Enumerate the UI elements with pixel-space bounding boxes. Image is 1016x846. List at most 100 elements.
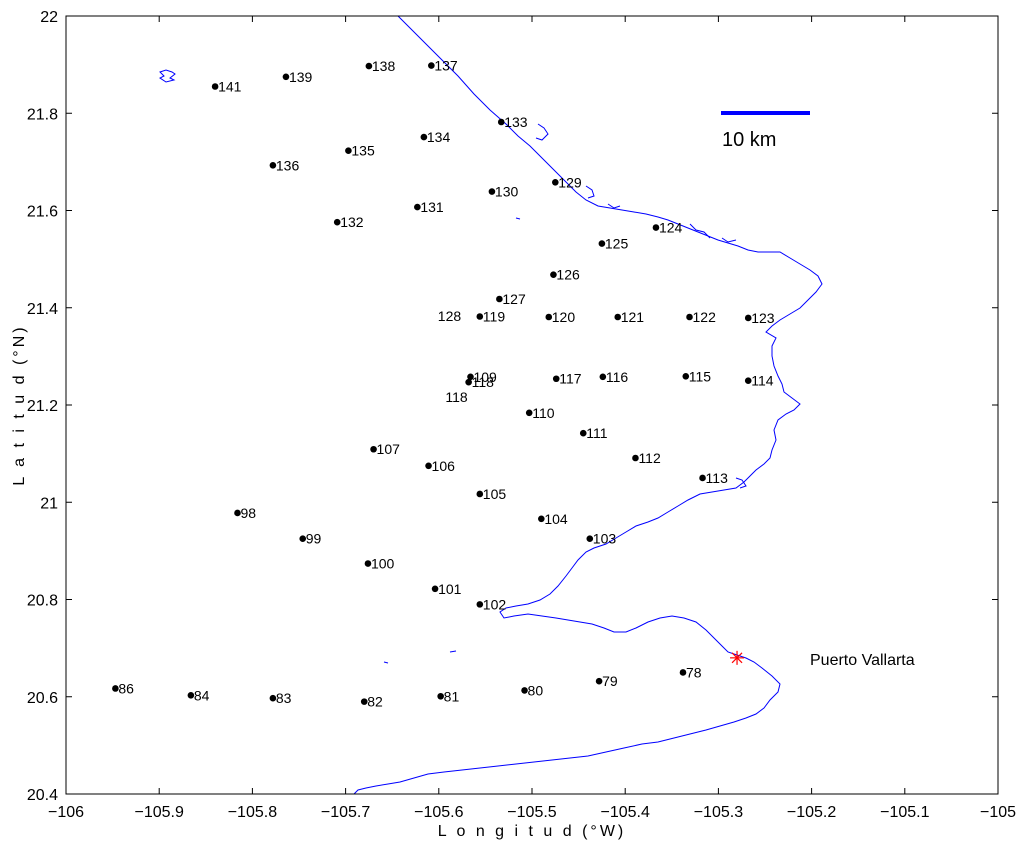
station-label: 107 bbox=[377, 441, 401, 457]
station-dot bbox=[550, 271, 557, 278]
y-tick-label: 21.4 bbox=[27, 301, 58, 318]
station-106: 106 bbox=[425, 458, 455, 474]
station-dot bbox=[614, 313, 622, 321]
station-label: 125 bbox=[605, 236, 629, 252]
station-131: 131 bbox=[414, 199, 444, 215]
station-label-offset-128: 128 bbox=[438, 308, 462, 324]
station-109: 109 bbox=[467, 369, 497, 385]
station-139: 139 bbox=[282, 69, 313, 85]
station-133: 133 bbox=[497, 114, 528, 130]
station-79: 79 bbox=[595, 673, 618, 689]
station-label: 114 bbox=[751, 373, 774, 389]
station-117: 117 bbox=[552, 371, 582, 387]
station-label: 120 bbox=[552, 309, 576, 325]
station-label: 122 bbox=[693, 309, 717, 325]
station-label: 123 bbox=[751, 310, 775, 326]
station-104: 104 bbox=[538, 511, 568, 527]
station-dot bbox=[299, 535, 307, 543]
x-tick-label: −106 bbox=[48, 804, 84, 821]
station-119: 119 bbox=[476, 309, 506, 325]
station-dot bbox=[365, 62, 373, 70]
station-dot bbox=[414, 203, 421, 211]
station-118: 118 bbox=[465, 374, 494, 390]
station-label: 109 bbox=[473, 369, 497, 385]
station-99: 99 bbox=[299, 531, 322, 547]
x-axis-label: L o n g i t u d (°W) bbox=[438, 823, 627, 840]
station-126: 126 bbox=[550, 267, 580, 283]
station-label: 101 bbox=[438, 581, 462, 597]
station-label: 133 bbox=[504, 114, 528, 130]
x-tick-label: −105.2 bbox=[787, 804, 836, 821]
station-label: 102 bbox=[483, 596, 507, 612]
y-tick-label: 22 bbox=[40, 9, 58, 26]
station-110: 110 bbox=[525, 405, 555, 421]
station-label: 131 bbox=[420, 199, 444, 215]
station-label: 83 bbox=[276, 690, 292, 706]
station-dot bbox=[679, 669, 687, 676]
station-107: 107 bbox=[370, 441, 400, 457]
station-label: 134 bbox=[427, 129, 451, 145]
station-116: 116 bbox=[599, 369, 628, 385]
station-dot bbox=[552, 375, 560, 383]
station-112: 112 bbox=[632, 450, 661, 466]
estuary-detail-4 bbox=[689, 223, 711, 239]
y-tick-label: 21 bbox=[40, 495, 58, 512]
station-label: 110 bbox=[532, 405, 555, 421]
station-label: 105 bbox=[483, 486, 507, 502]
station-dot bbox=[187, 691, 195, 699]
x-tick-label: −105.9 bbox=[135, 804, 184, 821]
station-label-offset-118: 118 bbox=[445, 389, 468, 405]
city-star-icon bbox=[730, 650, 745, 665]
station-label: 130 bbox=[495, 184, 519, 200]
x-tick-label: −105.6 bbox=[414, 804, 463, 821]
y-tick-label: 21.8 bbox=[27, 106, 58, 123]
y-tick-label: 20.4 bbox=[27, 787, 58, 804]
estuary-detail-5 bbox=[721, 237, 737, 243]
station-dot bbox=[521, 687, 528, 694]
station-135: 135 bbox=[345, 143, 375, 159]
estuary-detail-1 bbox=[535, 123, 549, 141]
station-dot bbox=[699, 474, 706, 482]
station-label: 98 bbox=[240, 505, 256, 521]
station-label: 119 bbox=[483, 309, 506, 325]
y-tick-label: 20.8 bbox=[27, 593, 58, 610]
station-label: 138 bbox=[372, 58, 396, 74]
y-tick-label: 21.2 bbox=[27, 398, 58, 415]
station-78: 78 bbox=[679, 664, 702, 680]
station-label: 137 bbox=[434, 58, 458, 74]
station-label: 118 bbox=[472, 374, 495, 390]
station-83: 83 bbox=[269, 690, 292, 706]
station-dot bbox=[437, 692, 444, 700]
station-124: 124 bbox=[652, 220, 683, 236]
station-134: 134 bbox=[420, 129, 451, 145]
station-82: 82 bbox=[360, 694, 383, 710]
station-86: 86 bbox=[112, 680, 134, 696]
station-label: 104 bbox=[544, 511, 568, 527]
station-layer: 141 139 138 137 133 134 135 136 130 129 131 132 124 1… bbox=[112, 58, 775, 710]
islet-north bbox=[159, 69, 176, 83]
station-dot bbox=[552, 178, 559, 186]
y-tick-label: 21.6 bbox=[27, 204, 58, 221]
station-dot bbox=[476, 601, 484, 608]
station-dot bbox=[496, 295, 503, 303]
station-label: 135 bbox=[351, 143, 375, 159]
station-label: 86 bbox=[118, 680, 134, 696]
station-dot bbox=[360, 698, 368, 705]
station-123: 123 bbox=[744, 310, 775, 326]
x-tick-label: −105.4 bbox=[601, 804, 650, 821]
station-label: 139 bbox=[289, 69, 313, 85]
station-label: 113 bbox=[706, 470, 729, 486]
station-84: 84 bbox=[187, 687, 210, 703]
station-label: 129 bbox=[558, 174, 582, 190]
station-dot bbox=[632, 454, 639, 462]
station-98: 98 bbox=[234, 505, 256, 521]
station-dot bbox=[364, 560, 372, 567]
station-dot bbox=[112, 685, 119, 692]
x-tick-label: −105.3 bbox=[694, 804, 743, 821]
station-label: 126 bbox=[556, 267, 580, 283]
y-axis-ticks: 20.4 20.6 20.8 21 21.2 21.4 21.6 21.8 22 bbox=[27, 9, 998, 804]
islet-small-3 bbox=[383, 661, 389, 664]
islet-small-1 bbox=[515, 217, 521, 220]
station-113: 113 bbox=[699, 470, 728, 486]
